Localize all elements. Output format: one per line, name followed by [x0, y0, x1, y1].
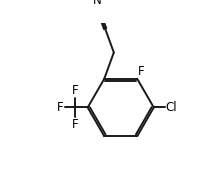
- Text: F: F: [138, 65, 145, 78]
- Text: Cl: Cl: [166, 101, 177, 114]
- Text: F: F: [72, 118, 78, 131]
- Text: F: F: [72, 83, 78, 97]
- Text: F: F: [57, 101, 64, 114]
- Text: N: N: [93, 0, 102, 7]
